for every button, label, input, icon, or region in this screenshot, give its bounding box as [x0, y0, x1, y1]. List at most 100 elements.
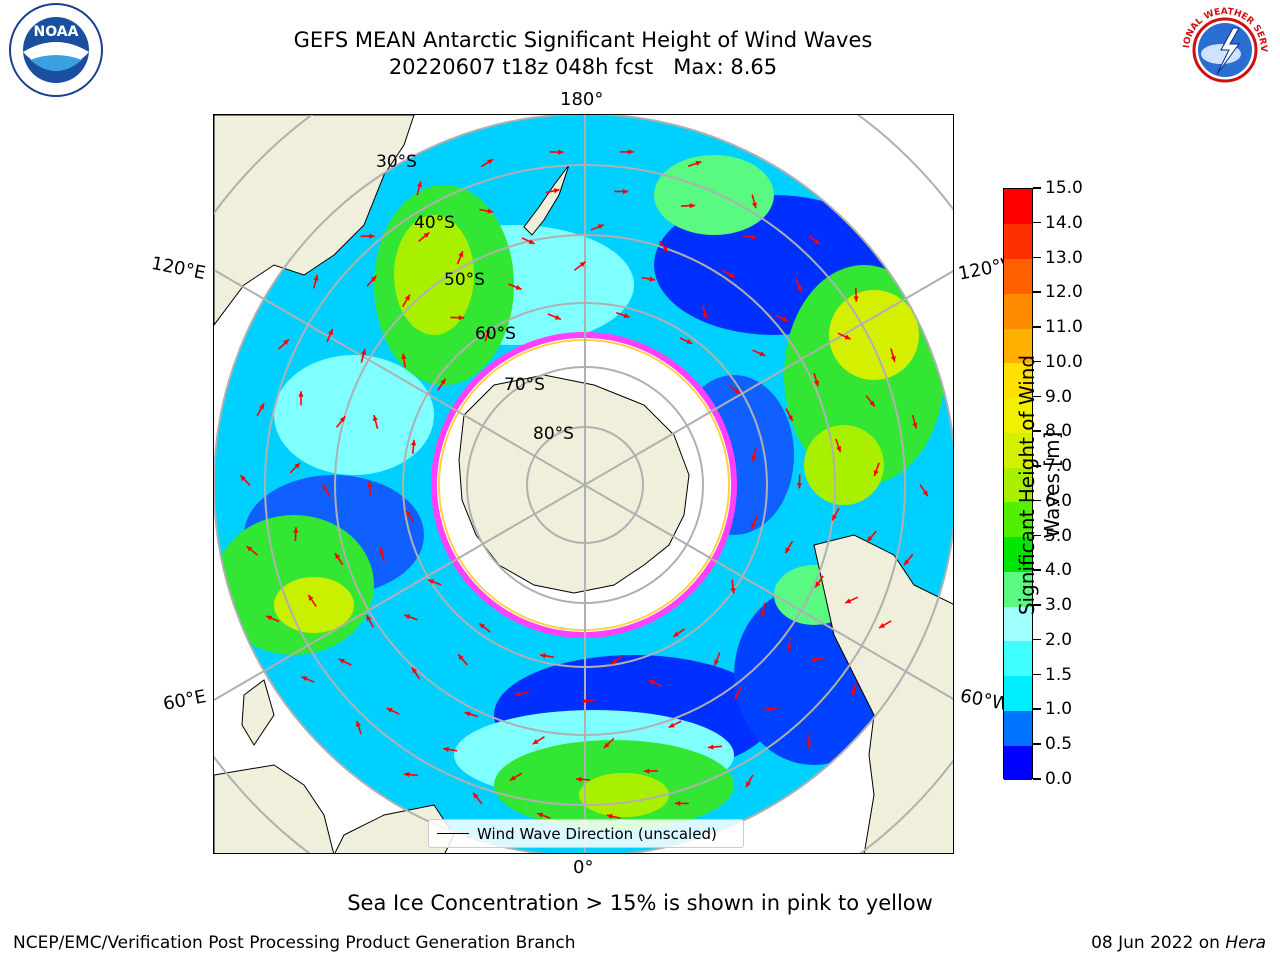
colorbar-tick-label: 8.0 — [1045, 421, 1073, 442]
noaa-logo: NOAA — [8, 2, 104, 98]
arrow-head-icon — [814, 239, 820, 245]
arrow-head-icon — [643, 768, 650, 774]
arrow-head-icon — [386, 708, 393, 713]
arrow-head-icon — [410, 439, 417, 446]
colorbar-tick — [1033, 326, 1041, 328]
arrow-head-icon — [283, 339, 289, 345]
arrow-head-icon — [759, 351, 766, 356]
colorbar-tick-label: 12.0 — [1045, 282, 1083, 303]
colorbar-segment — [1004, 432, 1032, 468]
arrow-head-icon — [815, 581, 821, 588]
colorbar-tick-label: 3.0 — [1045, 595, 1073, 616]
arrow-head-icon — [836, 446, 842, 453]
colorbar-tick — [1033, 430, 1041, 432]
arrow-head-icon — [851, 689, 857, 696]
colorbar-tick-label: 9.0 — [1045, 386, 1073, 407]
arrow-head-icon — [355, 720, 361, 727]
arrow-head-icon — [558, 149, 564, 155]
colorbar-segment — [1004, 536, 1032, 572]
arrow-head-icon — [428, 579, 434, 585]
land-masses — [214, 115, 953, 853]
arrow-head-icon — [806, 742, 812, 748]
arrow-head-icon — [796, 482, 803, 489]
arrow-head-icon — [922, 490, 928, 497]
arrow-head-icon — [416, 181, 422, 188]
arrow-head-icon — [662, 246, 669, 253]
arrow-head-icon — [367, 481, 373, 488]
colorbar-tick — [1033, 708, 1041, 710]
arrow-head-icon — [554, 314, 561, 320]
colorbar-segment — [1004, 571, 1032, 607]
arrow-head-icon — [528, 239, 535, 244]
colorbar-tick — [1033, 534, 1041, 537]
arrow-head-icon — [240, 475, 246, 481]
chart-title: GEFS MEAN Antarctic Significant Height o… — [293, 28, 873, 52]
footer-date: 08 Jun 2022 on Hera — [1091, 933, 1266, 953]
map-svg — [214, 115, 953, 853]
colorbar-tick — [1033, 360, 1041, 363]
arrow-head-icon — [246, 546, 253, 552]
arrow-head-icon — [372, 415, 378, 422]
arrow-head-icon — [539, 653, 546, 659]
arrow-head-icon — [869, 400, 875, 407]
colorbar-tick — [1033, 499, 1041, 502]
arrow-head-icon — [603, 742, 610, 749]
lat-label-80s: 80°S — [533, 424, 574, 444]
lat-label-60s: 60°S — [475, 324, 516, 344]
arrow-head-icon — [301, 676, 308, 682]
arrow-head-icon — [308, 594, 314, 601]
colorbar-tick-label: 1.0 — [1045, 699, 1073, 720]
arrow-head-icon — [338, 658, 345, 664]
colorbar-segment — [1004, 745, 1032, 781]
arrow-head-icon — [404, 614, 411, 620]
arrow-head-icon — [293, 527, 299, 533]
arrow-head-icon — [403, 771, 410, 778]
arrow-head-icon — [668, 722, 675, 728]
arrow-head-icon — [845, 598, 852, 604]
arrow-head-icon — [532, 739, 539, 745]
colorbar-tick — [1033, 638, 1041, 641]
colorbar-segment — [1004, 467, 1032, 503]
arrow-head-icon — [785, 547, 791, 554]
arrow-head-icon — [746, 781, 752, 788]
arrow-head-icon — [730, 587, 736, 594]
legend-line-icon — [437, 832, 469, 835]
arrow-head-icon — [576, 776, 582, 782]
arrow-head-icon — [294, 462, 300, 469]
colorbar-tick-label: 5.0 — [1045, 525, 1073, 546]
arrow-head-icon — [879, 622, 886, 628]
arrow-head-icon — [487, 208, 494, 214]
arrow-head-icon — [606, 813, 613, 819]
arrow-head-icon — [473, 792, 479, 799]
lon-label-180: 180° — [560, 89, 604, 110]
arrow-head-icon — [405, 510, 412, 517]
arrow-head-icon — [673, 631, 680, 637]
colorbar-title: Significant Height of Wind Waves [m] — [1015, 354, 1064, 616]
arrow-head-icon — [622, 188, 629, 195]
arrow-head-icon — [867, 535, 873, 542]
arrow-head-icon — [458, 251, 464, 258]
arrow-head-icon — [259, 403, 265, 410]
arrow-head-icon — [458, 654, 464, 661]
arrow-head-icon — [458, 315, 465, 321]
arrow-head-icon — [366, 615, 372, 622]
colorbar-segment — [1004, 362, 1032, 399]
arrow-head-icon — [361, 348, 367, 355]
arrow-head-icon — [514, 691, 521, 697]
arrow-head-icon — [796, 285, 802, 292]
arrow-head-icon — [553, 188, 560, 194]
arrow-head-icon — [734, 692, 740, 699]
arrow-head-icon — [379, 547, 385, 554]
colorbar-tick-label: 11.0 — [1045, 317, 1083, 338]
colorbar-segment — [1004, 223, 1032, 259]
arrow-head-icon — [623, 313, 630, 319]
colorbar-segment — [1004, 640, 1032, 677]
colorbar-tick — [1033, 778, 1041, 780]
arrow-head-icon — [751, 522, 756, 529]
colorbar-tick — [1033, 221, 1041, 224]
lat-label-30s: 30°S — [376, 152, 417, 172]
colorbar-tick — [1033, 187, 1041, 189]
colorbar-tick-label: 13.0 — [1045, 247, 1083, 268]
sea-ice-note: Sea Ice Concentration > 15% is shown in … — [347, 891, 933, 915]
arrow-head-icon — [782, 316, 789, 322]
